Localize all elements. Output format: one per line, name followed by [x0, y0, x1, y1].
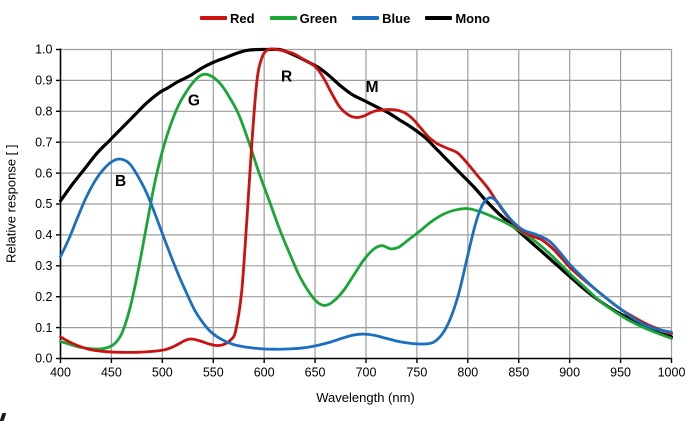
- x-tick-label: 500: [152, 366, 173, 380]
- curve-label-G: G: [188, 92, 200, 109]
- y-tick-label: 0.8: [35, 105, 52, 119]
- x-tick-label: 900: [559, 366, 580, 380]
- x-tick-label: 450: [101, 366, 122, 380]
- legend-item-mono: Mono: [425, 12, 490, 25]
- y-axis-title: Relative response [ ]: [3, 144, 19, 264]
- curve-red: [59, 47, 673, 354]
- x-tick-label: 400: [50, 366, 71, 380]
- x-tick-label: 700: [356, 366, 377, 380]
- x-tick-label: 600: [254, 366, 275, 380]
- legend-swatch-red-icon: [200, 16, 228, 20]
- x-tick-label: 850: [508, 366, 529, 380]
- curve-label-R: R: [281, 69, 292, 86]
- legend-swatch-green-icon: [269, 16, 297, 20]
- curve-mono: [58, 47, 674, 339]
- y-tick-label: 0.6: [35, 166, 52, 180]
- legend-label: Red: [230, 10, 255, 26]
- chart-legend: Red Green Blue Mono: [0, 8, 690, 28]
- x-tick-label: 750: [406, 366, 427, 380]
- x-tick-label: 800: [457, 366, 478, 380]
- y-tick-label: 0.2: [35, 290, 52, 304]
- y-tick-label: 1.0: [35, 43, 52, 57]
- x-tick-label: 1000: [658, 366, 686, 380]
- legend-item-blue: Blue: [352, 12, 410, 25]
- legend-item-red: Red: [200, 12, 255, 25]
- y-tick-label: 0.7: [35, 135, 52, 149]
- y-tick-label: 0.4: [35, 228, 52, 242]
- x-tick-label: 650: [305, 366, 326, 380]
- y-tick-label: 0.3: [35, 259, 52, 273]
- y-tick-label: 0.9: [35, 74, 52, 88]
- curve-blue: [59, 157, 673, 351]
- x-axis-title: Wavelength (nm): [316, 390, 415, 405]
- curve-label-B: B: [115, 173, 126, 190]
- legend-label: Blue: [382, 10, 411, 26]
- x-tick-label: 950: [610, 366, 631, 380]
- y-tick-label: 0.0: [35, 352, 52, 366]
- curve-label-M: M: [366, 79, 379, 96]
- legend-swatch-blue-icon: [352, 16, 380, 20]
- x-tick-label: 550: [203, 366, 224, 380]
- legend-label: Green: [299, 10, 338, 26]
- y-tick-label: 0.5: [35, 197, 52, 211]
- y-tick-label: 0.1: [35, 321, 52, 335]
- legend-swatch-mono-icon: [425, 16, 453, 20]
- legend-item-green: Green: [269, 10, 338, 26]
- legend-label: Mono: [455, 10, 490, 26]
